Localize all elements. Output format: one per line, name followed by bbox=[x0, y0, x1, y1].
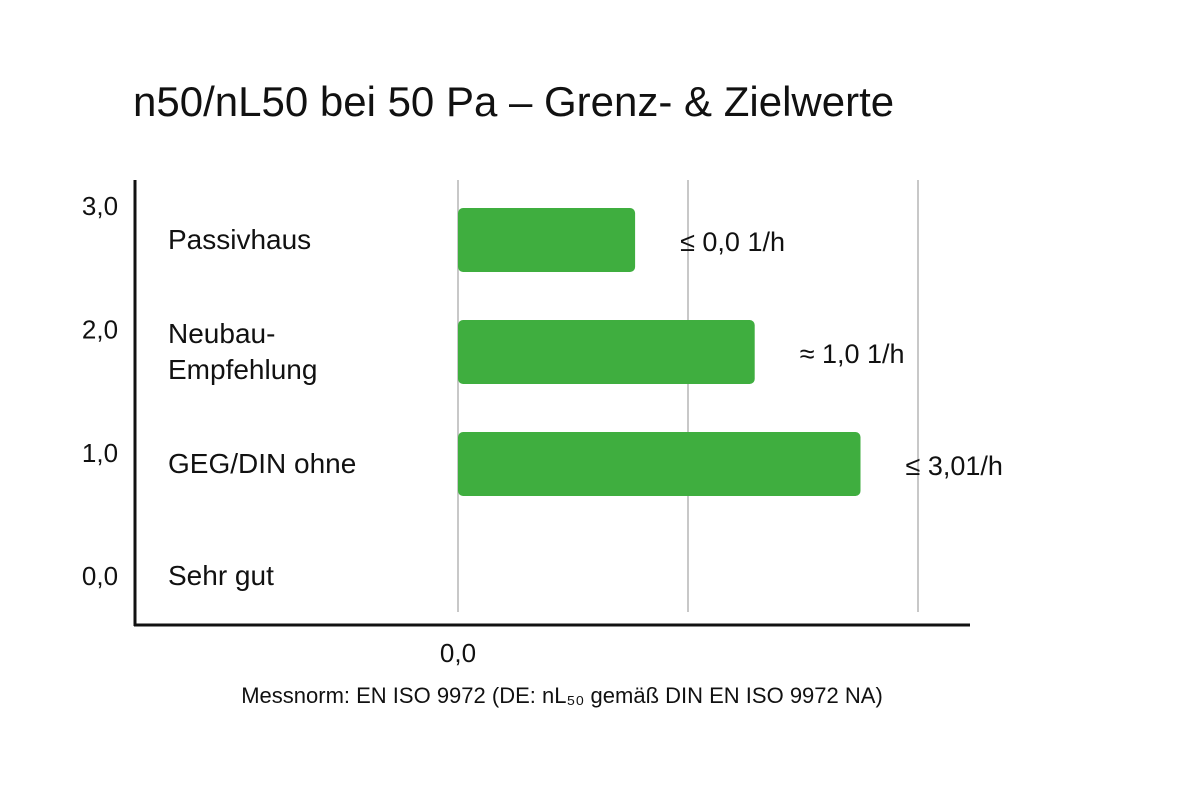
category-label: Neubau- Empfehlung bbox=[168, 318, 318, 385]
chart-title: n50/nL50 bei 50 Pa – Grenz- & Zielwerte bbox=[133, 78, 894, 125]
y-tick-label: 1,0 bbox=[82, 438, 118, 468]
x-tick-label: 0,0 bbox=[440, 638, 476, 668]
footnote: Messnorm: EN ISO 9972 (DE: nL₅₀ gemäß DI… bbox=[241, 683, 883, 708]
y-tick-label: 0,0 bbox=[82, 561, 118, 591]
y-tick-label: 3,0 bbox=[82, 191, 118, 221]
bar bbox=[458, 432, 861, 496]
bar bbox=[458, 208, 636, 272]
category-label: GEG/DIN ohne bbox=[168, 448, 357, 479]
y-tick-label: 2,0 bbox=[82, 314, 118, 344]
bar-annotation: ≈ 1,0 1/h bbox=[800, 339, 905, 369]
category-label: Sehr gut bbox=[168, 560, 274, 591]
bar-annotation: ≤ 0,0 1/h bbox=[680, 227, 785, 257]
bar bbox=[458, 320, 755, 384]
bar-annotation: ≤ 3,01/h bbox=[906, 451, 1003, 481]
category-label: Passivhaus bbox=[168, 224, 312, 255]
